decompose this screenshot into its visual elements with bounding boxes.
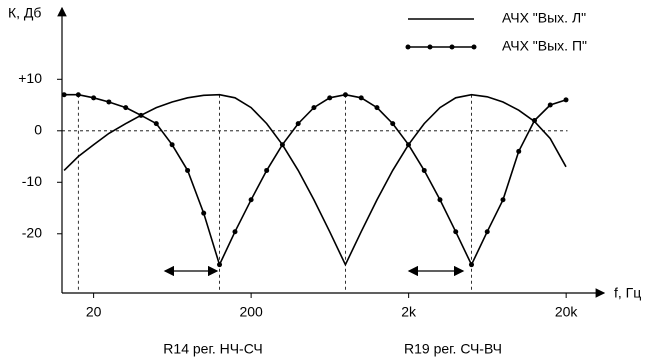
point <box>516 148 522 154</box>
y-tick-label: -10 <box>22 173 42 189</box>
y-tick-label: 0 <box>34 121 42 137</box>
point <box>468 262 474 268</box>
point <box>61 92 67 98</box>
point <box>405 142 411 148</box>
point <box>75 92 81 98</box>
y-axis-label: К, Дб <box>8 5 41 21</box>
point <box>390 121 396 127</box>
x-axis-label: f, Гц <box>614 285 641 301</box>
x-tick-label: 2k <box>401 304 417 320</box>
x-tick-label: 200 <box>239 304 263 320</box>
annotation: R19 рег. СЧ-ВЧ <box>404 341 502 357</box>
point <box>201 210 207 216</box>
annotation: R14 рег. НЧ-СЧ <box>163 341 262 357</box>
legend-marker <box>427 44 433 50</box>
point <box>358 95 364 101</box>
point <box>547 102 553 108</box>
series-line <box>63 93 567 267</box>
legend-marker <box>449 44 455 50</box>
y-tick-label: -20 <box>22 224 42 240</box>
point <box>531 117 537 123</box>
point <box>217 262 223 268</box>
point <box>437 197 443 203</box>
point <box>169 142 175 148</box>
point <box>264 167 270 173</box>
legend-label: АЧХ "Вых. П" <box>502 38 587 54</box>
point <box>232 229 238 235</box>
point <box>327 95 333 101</box>
point <box>563 97 569 103</box>
point <box>138 112 144 118</box>
point <box>295 121 301 127</box>
point <box>91 95 97 101</box>
point <box>106 99 112 105</box>
point <box>185 167 191 173</box>
point <box>484 229 490 235</box>
point <box>279 142 285 148</box>
legend-marker <box>405 44 411 50</box>
point <box>342 92 348 98</box>
point <box>311 105 317 111</box>
point <box>453 229 459 235</box>
legend-label: АЧХ "Вых. Л" <box>502 10 586 26</box>
point <box>153 121 159 127</box>
point <box>421 167 427 173</box>
y-tick-label: +10 <box>18 70 42 86</box>
legend-marker <box>471 44 477 50</box>
point <box>500 197 506 203</box>
point <box>374 105 380 111</box>
point <box>248 197 254 203</box>
series-line <box>64 93 567 267</box>
x-tick-label: 20 <box>86 304 102 320</box>
point <box>123 105 129 111</box>
x-tick-label: 20k <box>555 304 579 320</box>
